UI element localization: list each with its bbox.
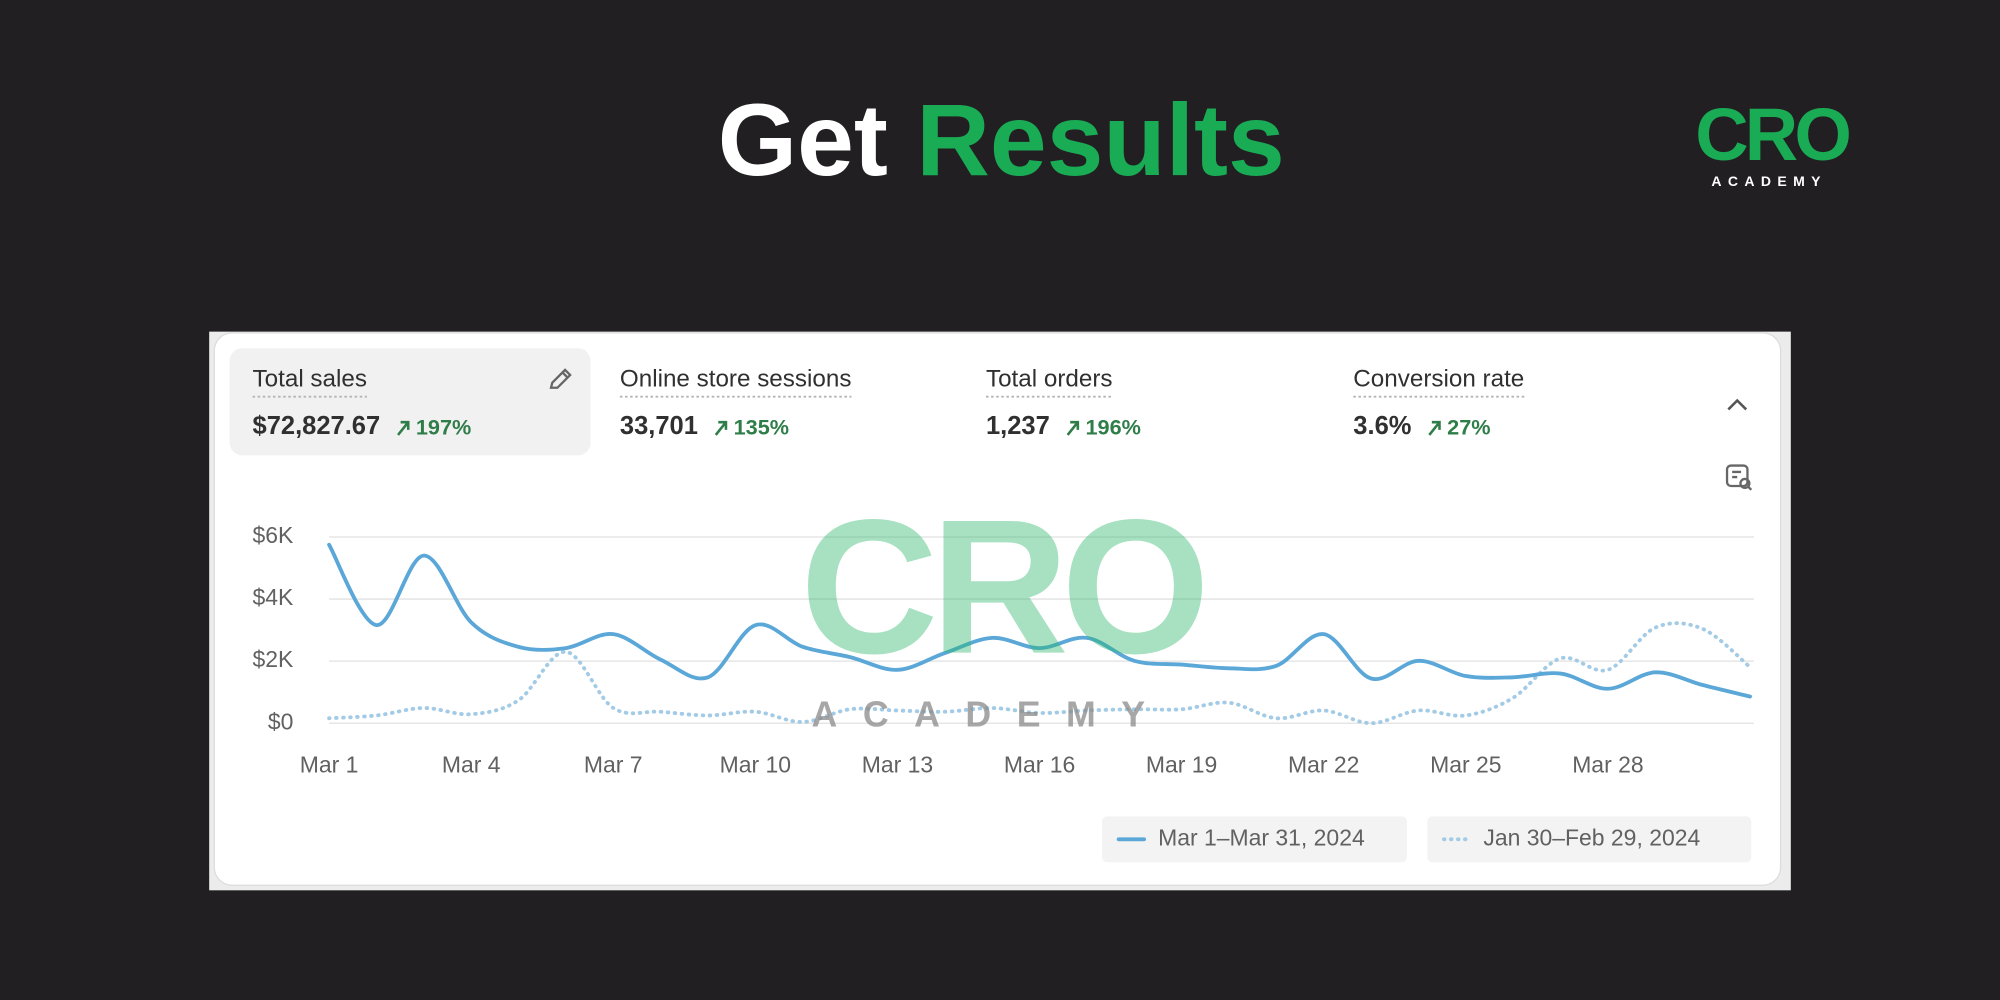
trend-arrow [714, 420, 728, 436]
y-tick-label: $2K [253, 646, 295, 672]
metric-change: 27% [1447, 414, 1490, 439]
y-tick-label: $0 [268, 708, 294, 734]
trend-arrow [397, 420, 410, 436]
collapse-chevron[interactable] [1727, 398, 1748, 411]
headline-start: Get [718, 83, 888, 197]
watermark-tagline: ACADEMY [812, 694, 1171, 734]
metric-label: Conversion rate [1353, 366, 1524, 393]
logo-tagline: ACADEMY [1711, 173, 1827, 189]
metric-value: 3.6% [1353, 412, 1411, 440]
x-tick-label: Mar 16 [1004, 752, 1075, 778]
metric-value: 1,237 [986, 412, 1050, 440]
x-tick-label: Mar 13 [862, 752, 933, 778]
series-line [327, 621, 1752, 726]
x-tick-label: Mar 25 [1430, 752, 1501, 778]
metrics-row: Total sales $72,827.67 197% Online store se… [252, 366, 1524, 440]
metric-value: $72,827.67 [253, 412, 381, 440]
trend-arrow [1428, 420, 1441, 436]
x-tick-label: Mar 7 [584, 752, 643, 778]
legend-label: Mar 1–Mar 31, 2024 [1158, 824, 1365, 850]
x-tick-label: Mar 4 [442, 752, 501, 778]
x-tick-label: Mar 28 [1572, 752, 1643, 778]
watermark-name: CRO [800, 480, 1202, 694]
metric-label: Online store sessions [620, 366, 852, 393]
metric-value: 33,701 [620, 412, 698, 440]
metric-change: 197% [416, 414, 471, 439]
headline-highlight: Results [916, 83, 1285, 197]
headline: Get Results [718, 83, 1285, 197]
legend-item-bg [1102, 816, 1407, 863]
edit-icon[interactable] [549, 368, 572, 389]
metric-label: Total sales [253, 366, 367, 393]
metric-change: 135% [734, 414, 789, 439]
explore-icon[interactable] [1725, 464, 1753, 491]
y-tick-label: $4K [253, 584, 295, 610]
selected-metric-tile[interactable] [229, 348, 591, 456]
y-tick-label: $6K [253, 522, 295, 548]
logo-name: CRO [1695, 93, 1849, 176]
x-tick-label: Mar 19 [1146, 752, 1217, 778]
analytics-card [213, 332, 1782, 886]
metric-change: 196% [1085, 414, 1140, 439]
series-line [327, 542, 1752, 699]
legend-item-bg [1427, 816, 1752, 863]
legend-label: Jan 30–Feb 29, 2024 [1483, 824, 1700, 850]
x-tick-label: Mar 22 [1288, 752, 1359, 778]
x-tick-label: Mar 1 [300, 752, 359, 778]
watermark: CRO [800, 480, 1210, 694]
trend-arrow [1066, 420, 1080, 436]
metric-label: Total orders [986, 366, 1113, 393]
sales-chart: $0 $2K $4K $6K Mar 1 Mar 4 Mar 7 Mar 10 Mar 13 Ma… [253, 522, 1754, 863]
x-tick-label: Mar 10 [720, 752, 791, 778]
